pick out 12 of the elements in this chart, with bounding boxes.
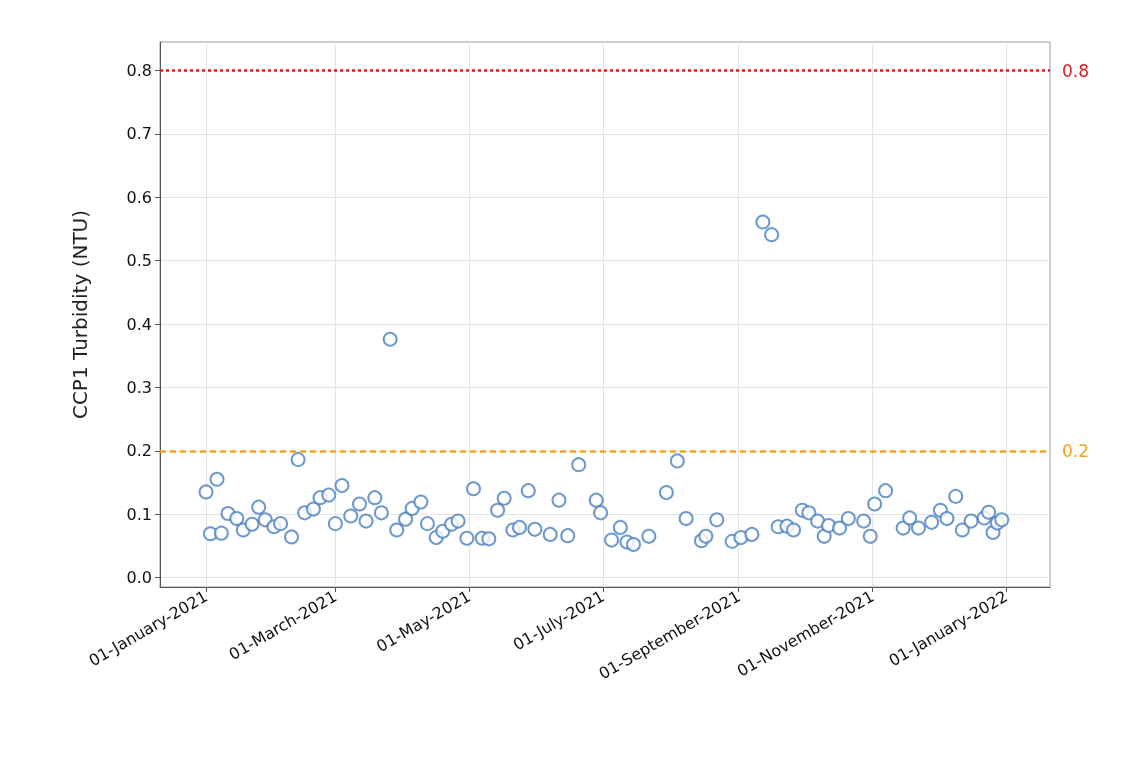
y-tick-label: 0.5 [126,251,152,271]
y-tick-label: 0.1 [126,504,152,524]
y-axis-title: CCP1 Turbidity (NTU) [68,209,92,420]
ref-line-label: 0.8 [1062,60,1090,81]
y-tick-label: 0.6 [126,187,152,207]
y-tick-label: 0.7 [126,124,152,144]
y-tick-label: 0.3 [126,377,152,397]
y-tick-label: 0.8 [126,61,152,81]
y-tick-label: 0.4 [126,314,152,334]
y-tick-label: 0.0 [126,567,152,587]
ref-line-label: 0.2 [1062,440,1090,461]
y-tick-label: 0.2 [126,441,152,461]
